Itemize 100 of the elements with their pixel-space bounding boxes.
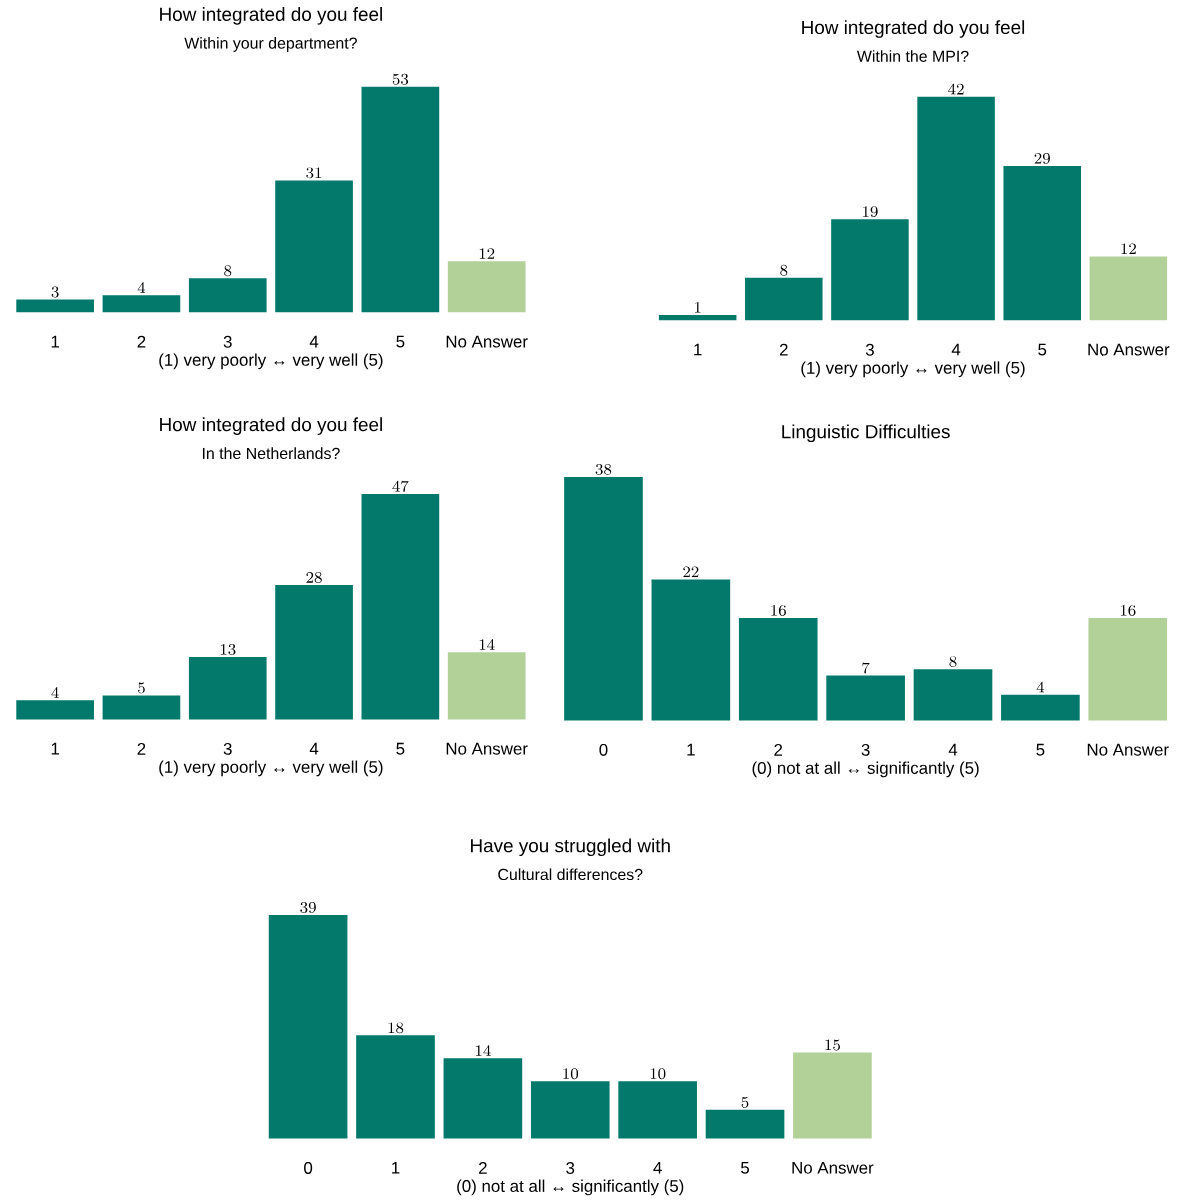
bar xyxy=(826,675,905,721)
x-tick-label: 4 xyxy=(309,742,319,755)
x-tick-label: 1 xyxy=(694,343,702,356)
bar xyxy=(618,1081,697,1139)
x-tick-label: 5 xyxy=(396,742,405,755)
data-label: 38 xyxy=(595,463,612,475)
x-axis-title: (1) very poorly ↔ very well (5) xyxy=(159,353,383,370)
data-label: 13 xyxy=(220,644,236,655)
bar xyxy=(913,669,993,721)
x-tick-label: 2 xyxy=(478,1161,487,1174)
x-axis-title: (0) not at all ↔ significantly (5) xyxy=(752,761,979,778)
x-axis-title: (0) not at all ↔ significantly (5) xyxy=(457,1179,684,1196)
chart-title: How integrated do you feel xyxy=(802,20,1024,38)
bar xyxy=(447,652,526,720)
x-tick-label: 3 xyxy=(223,335,232,348)
bar xyxy=(705,1109,785,1139)
data-label: 4 xyxy=(137,282,145,293)
data-label: 18 xyxy=(388,1022,404,1034)
data-label: 39 xyxy=(300,902,316,913)
chart-title: How integrated do you feel xyxy=(159,417,382,435)
data-label: 3 xyxy=(51,286,59,298)
x-tick-label: 2 xyxy=(774,743,782,756)
data-label: 10 xyxy=(650,1068,666,1080)
x-tick-label: 0 xyxy=(599,743,608,756)
data-label: 8 xyxy=(949,656,957,668)
x-tick-label: 2 xyxy=(779,343,788,356)
data-label: 14 xyxy=(479,639,495,650)
x-tick-label: 1 xyxy=(51,335,59,348)
data-label: 22 xyxy=(683,566,699,578)
bar xyxy=(1003,165,1081,321)
bar xyxy=(355,1035,435,1139)
data-label: 12 xyxy=(1121,243,1136,255)
chart-title: Have you struggled with xyxy=(470,838,670,857)
data-label: 31 xyxy=(306,167,321,179)
x-tick-label: No Answer xyxy=(1088,343,1170,356)
bar xyxy=(447,261,526,313)
bar xyxy=(658,314,737,321)
bar xyxy=(917,96,995,321)
x-tick-label: 5 xyxy=(1038,343,1047,356)
x-tick-label: 5 xyxy=(1036,743,1045,756)
bar xyxy=(268,914,348,1139)
bar xyxy=(744,277,823,321)
data-label: 42 xyxy=(947,83,964,95)
x-tick-label: 5 xyxy=(740,1161,749,1174)
data-label: 4 xyxy=(51,687,59,698)
chart-subtitle: In the Netherlands? xyxy=(202,447,340,460)
data-label: 28 xyxy=(306,572,322,584)
bar xyxy=(830,219,909,321)
x-tick-label: 3 xyxy=(223,742,232,755)
x-tick-label: 2 xyxy=(137,742,146,755)
chart-title: How integrated do you feel xyxy=(159,7,382,25)
bar xyxy=(651,579,730,721)
x-tick-label: No Answer xyxy=(446,335,528,348)
bar xyxy=(188,657,267,720)
x-tick-label: 1 xyxy=(51,742,59,755)
bar xyxy=(102,695,181,720)
bar xyxy=(16,299,94,313)
x-tick-label: 4 xyxy=(951,343,961,356)
data-label: 5 xyxy=(137,682,145,694)
data-label: 15 xyxy=(825,1039,840,1051)
x-tick-label: 4 xyxy=(309,335,319,348)
bar xyxy=(792,1052,872,1139)
bar xyxy=(102,295,181,313)
bar xyxy=(1089,256,1167,321)
x-tick-label: 5 xyxy=(396,335,405,348)
data-label: 19 xyxy=(862,206,878,218)
data-label: 47 xyxy=(392,480,409,492)
data-label: 14 xyxy=(475,1045,491,1056)
data-label: 4 xyxy=(1036,681,1044,693)
data-label: 53 xyxy=(392,73,408,85)
x-tick-label: 4 xyxy=(653,1161,662,1174)
bar xyxy=(443,1058,523,1139)
x-tick-label: 4 xyxy=(948,743,958,756)
bar xyxy=(188,278,267,313)
bar xyxy=(275,180,353,313)
chart-subtitle: Cultural differences? xyxy=(498,868,643,881)
bar xyxy=(1088,617,1167,721)
bar xyxy=(361,493,440,720)
bar xyxy=(563,476,643,721)
bar xyxy=(738,617,818,721)
data-label: 1 xyxy=(694,301,701,313)
x-tick-label: No Answer xyxy=(792,1161,874,1174)
x-tick-label: 0 xyxy=(303,1161,312,1174)
data-label: 16 xyxy=(771,604,786,616)
x-axis-title: (1) very poorly ↔ very well (5) xyxy=(159,760,383,777)
x-tick-label: 3 xyxy=(861,743,870,756)
bar xyxy=(1000,694,1080,721)
x-tick-label: 1 xyxy=(391,1161,400,1174)
bar xyxy=(530,1081,610,1139)
bar xyxy=(275,585,353,720)
x-tick-label: 2 xyxy=(137,335,146,348)
x-axis-title: (1) very poorly ↔ very well (5) xyxy=(801,361,1025,378)
x-tick-label: No Answer xyxy=(1087,743,1169,756)
chart-title: Linguistic Difficulties xyxy=(782,424,950,443)
bar xyxy=(361,86,440,313)
x-tick-label: 1 xyxy=(687,743,695,756)
data-label: 29 xyxy=(1034,152,1050,164)
data-label: 12 xyxy=(479,248,495,259)
data-label: 16 xyxy=(1120,604,1136,616)
chart-subtitle: Within your department? xyxy=(184,37,357,52)
